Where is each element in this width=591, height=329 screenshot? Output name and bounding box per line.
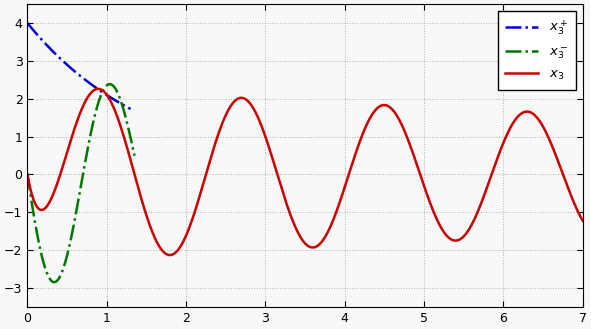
- $x_3$: [436, 222, 443, 226]
- $x_3$: [353, 150, 360, 154]
- $x_3$: [52, 187, 59, 191]
- Legend: $x_3^+$, $x_3^-$, $x_3$: $x_3^+$, $x_3^-$, $x_3$: [498, 11, 576, 90]
- $x_3$: [95, 87, 102, 91]
- $x_3^+$: [110, 97, 117, 101]
- $x_3^+$: [84, 80, 91, 84]
- $x_3^-$: [30, 207, 37, 211]
- $x_3^+$: [106, 95, 113, 99]
- Line: $x_3^-$: $x_3^-$: [27, 84, 135, 282]
- $x_3^-$: [116, 97, 124, 101]
- $x_3^+$: [24, 21, 31, 25]
- $x_3^+$: [90, 84, 97, 88]
- $x_3^+$: [86, 81, 93, 85]
- $x_3^-$: [110, 84, 117, 88]
- $x_3^+$: [127, 107, 134, 111]
- $x_3^-$: [126, 133, 134, 137]
- $x_3$: [579, 219, 586, 223]
- $x_3^-$: [51, 280, 58, 284]
- $x_3$: [377, 104, 384, 108]
- $x_3$: [465, 227, 472, 231]
- $x_3^-$: [38, 251, 45, 255]
- Line: $x_3$: $x_3$: [27, 89, 583, 255]
- $x_3$: [24, 172, 31, 176]
- $x_3$: [166, 253, 173, 257]
- $x_3^-$: [106, 82, 113, 86]
- $x_3$: [225, 108, 232, 112]
- $x_3^+$: [25, 22, 32, 26]
- $x_3^-$: [131, 154, 138, 158]
- Line: $x_3^+$: $x_3^+$: [27, 23, 131, 109]
- $x_3^-$: [79, 172, 86, 176]
- $x_3^-$: [24, 172, 31, 176]
